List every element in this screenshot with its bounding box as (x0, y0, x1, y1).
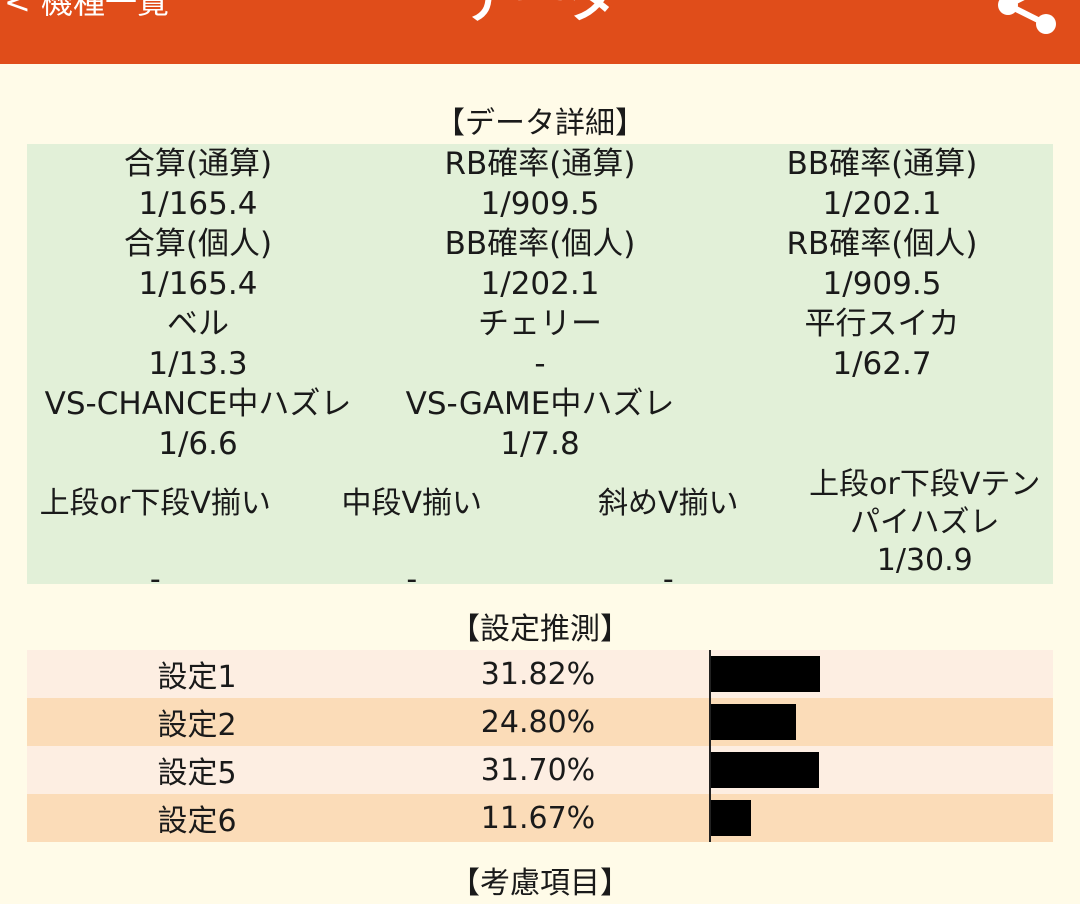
guess-table: 設定1 31.82% 設定2 24.80% 設定5 31.70% 設定6 11.… (27, 650, 1053, 842)
bar-cell (709, 698, 1053, 746)
setting-percent: 31.70% (480, 752, 596, 788)
stat-value: - (662, 562, 674, 597)
stat-value: 1/165.4 (138, 266, 258, 302)
detail-row: 合算(個人) 1/165.4 BB確率(個人) 1/202.1 RB確率(個人)… (27, 224, 1053, 304)
stat-value: 1/6.6 (158, 426, 238, 462)
setting-percent: 11.67% (480, 800, 596, 836)
guess-section-title: 【設定推測】 (450, 612, 630, 647)
back-button[interactable]: < 機種一覧 (4, 0, 169, 21)
detail-cell (711, 384, 1053, 464)
setting-name: 設定2 (157, 708, 237, 743)
detail-cell: 合算(個人) 1/165.4 (27, 224, 369, 304)
detail-panel: 合算(通算) 1/165.4 RB確率(通算) 1/909.5 BB確率(通算)… (27, 144, 1053, 597)
next-section-title: 【考慮項目】 (450, 866, 630, 901)
stat-label: 合算(個人) (123, 226, 273, 262)
stat-label: 上段or下段V揃い (39, 486, 271, 521)
stat-value: - (534, 346, 546, 382)
detail-cell: 斜めV揃い - (540, 466, 797, 599)
probability-bar (711, 656, 820, 692)
detail-cell: ベル 1/13.3 (27, 304, 369, 384)
stat-value: 1/165.4 (138, 186, 258, 222)
detail-row: ベル 1/13.3 チェリー - 平行スイカ 1/62.7 (27, 304, 1053, 384)
bar-cell (709, 650, 1053, 698)
stat-value: 1/909.5 (822, 266, 942, 302)
stat-value: 1/30.9 (876, 543, 973, 578)
setting-name: 設定6 (157, 804, 237, 839)
detail-cell: BB確率(個人) 1/202.1 (369, 224, 711, 304)
stat-label-line2: パイハズレ (850, 505, 1000, 540)
table-row: 設定6 11.67% (27, 794, 1053, 842)
table-row: 設定1 31.82% (27, 650, 1053, 698)
bar-cell (709, 794, 1053, 842)
setting-percent: 24.80% (480, 704, 596, 740)
detail-cell: 中段V揃い - (284, 466, 541, 599)
page-title: データ (461, 0, 618, 30)
detail-cell: RB確率(通算) 1/909.5 (369, 144, 711, 224)
share-icon[interactable] (994, 0, 1060, 38)
stat-value: 1/62.7 (832, 346, 932, 382)
detail-cell: BB確率(通算) 1/202.1 (711, 144, 1053, 224)
stat-value: 1/202.1 (480, 266, 600, 302)
stat-label: BB確率(通算) (786, 146, 978, 182)
detail-row: 上段or下段V揃い - 中段V揃い - 斜めV揃い - 上段or下段Vテン パイ… (27, 466, 1053, 599)
probability-bar (711, 752, 819, 788)
detail-cell: 上段or下段Vテン パイハズレ 1/30.9 (797, 466, 1054, 599)
app-bar: < 機種一覧 データ (0, 0, 1080, 64)
bar-cell (709, 746, 1053, 794)
table-row: 設定5 31.70% (27, 746, 1053, 794)
stat-label: 上段or下段Vテン (809, 467, 1041, 502)
setting-name: 設定1 (157, 660, 237, 695)
table-row: 設定2 24.80% (27, 698, 1053, 746)
detail-cell: VS-CHANCE中ハズレ 1/6.6 (27, 384, 369, 464)
stat-label: VS-GAME中ハズレ (405, 386, 675, 422)
stat-label: RB確率(個人) (786, 226, 978, 262)
stat-value: - (149, 562, 161, 597)
stat-value: - (406, 562, 418, 597)
probability-bar (711, 800, 751, 836)
stat-label: ベル (167, 306, 229, 342)
setting-percent: 31.82% (480, 656, 596, 692)
stat-value: 1/909.5 (480, 186, 600, 222)
stat-label: VS-CHANCE中ハズレ (44, 386, 352, 422)
probability-bar (711, 704, 796, 740)
detail-cell: 平行スイカ 1/62.7 (711, 304, 1053, 384)
detail-cell: チェリー - (369, 304, 711, 384)
stat-label: BB確率(個人) (444, 226, 636, 262)
stat-label: RB確率(通算) (444, 146, 636, 182)
stat-label: 合算(通算) (123, 146, 273, 182)
setting-name: 設定5 (157, 756, 237, 791)
detail-section-title: 【データ詳細】 (435, 106, 645, 141)
stat-value: 1/13.3 (148, 346, 248, 382)
stat-label: 斜めV揃い (597, 486, 739, 521)
detail-cell: 合算(通算) 1/165.4 (27, 144, 369, 224)
detail-cell: VS-GAME中ハズレ 1/7.8 (369, 384, 711, 464)
stat-value: 1/202.1 (822, 186, 942, 222)
detail-row: VS-CHANCE中ハズレ 1/6.6 VS-GAME中ハズレ 1/7.8 (27, 384, 1053, 464)
stat-label: 平行スイカ (804, 306, 960, 342)
stat-label: 中段V揃い (341, 486, 483, 521)
detail-row: 合算(通算) 1/165.4 RB確率(通算) 1/909.5 BB確率(通算)… (27, 144, 1053, 224)
stat-label: チェリー (478, 306, 602, 342)
detail-cell: RB確率(個人) 1/909.5 (711, 224, 1053, 304)
stat-value: 1/7.8 (500, 426, 580, 462)
detail-cell: 上段or下段V揃い - (27, 466, 284, 599)
